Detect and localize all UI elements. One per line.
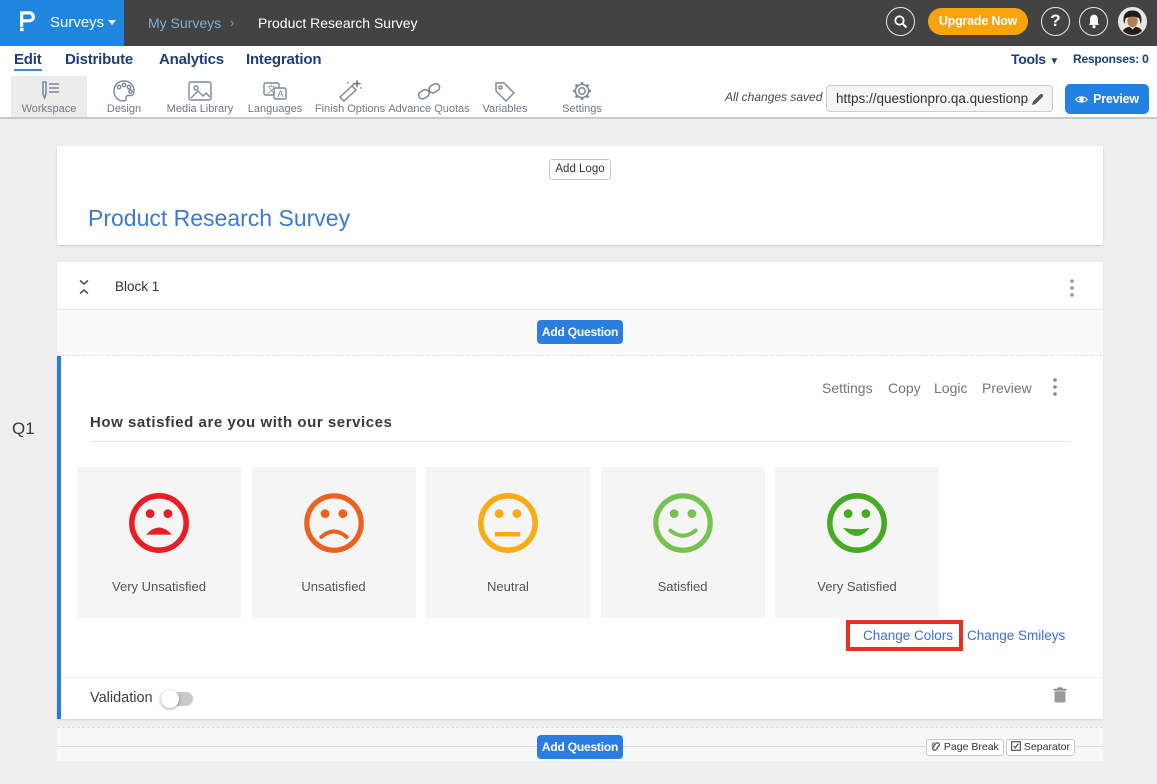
svg-text:A: A <box>278 89 284 99</box>
svg-text:文: 文 <box>267 84 276 95</box>
